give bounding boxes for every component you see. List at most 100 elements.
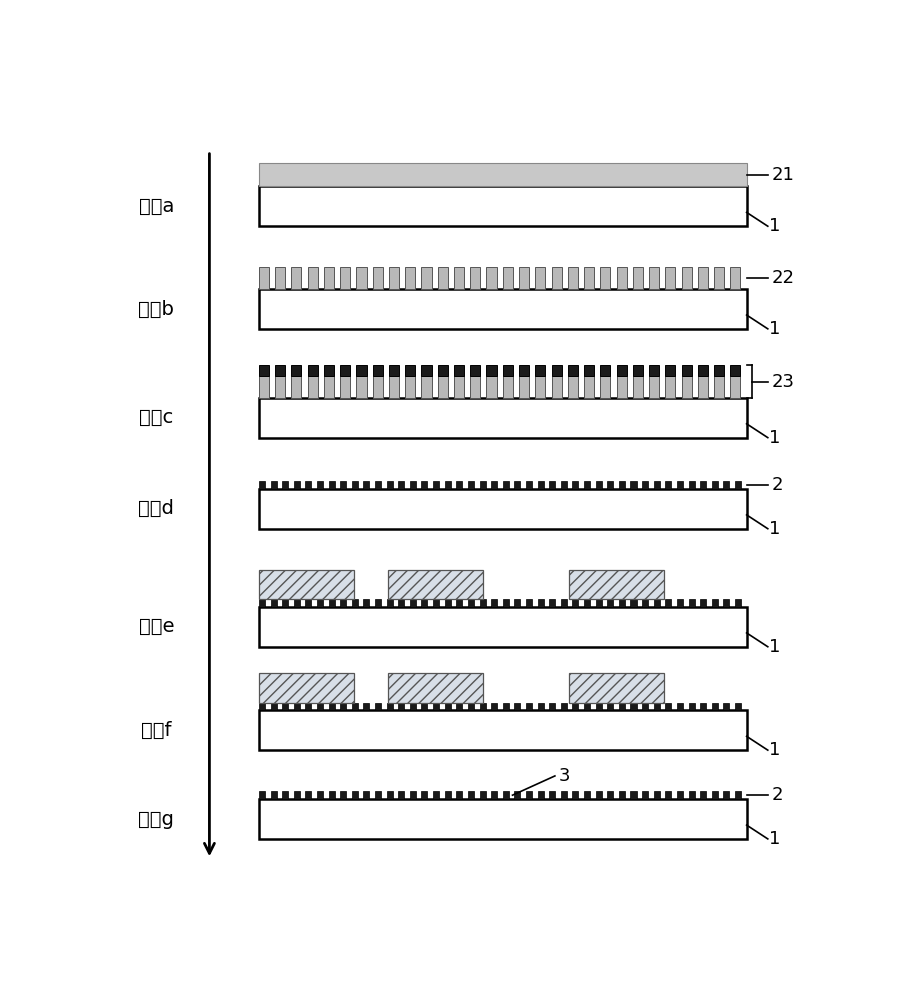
Bar: [388, 365, 399, 376]
Bar: [433, 599, 438, 607]
Bar: [632, 365, 642, 376]
Bar: [491, 481, 496, 489]
Bar: [630, 703, 636, 710]
Bar: [616, 267, 626, 289]
Bar: [445, 703, 450, 710]
Bar: [281, 791, 288, 799]
Bar: [305, 599, 311, 607]
Bar: [713, 376, 723, 398]
Bar: [479, 703, 485, 710]
Bar: [445, 791, 450, 799]
Bar: [340, 703, 346, 710]
Bar: [514, 791, 520, 799]
Text: 步骤g: 步骤g: [138, 810, 174, 829]
Bar: [479, 791, 485, 799]
Bar: [259, 673, 353, 703]
Bar: [653, 791, 659, 799]
Bar: [271, 481, 276, 489]
Bar: [688, 481, 694, 489]
Bar: [502, 481, 508, 489]
Bar: [630, 599, 636, 607]
Bar: [409, 599, 415, 607]
Bar: [665, 376, 675, 398]
Bar: [583, 481, 589, 489]
Bar: [681, 365, 691, 376]
Bar: [259, 599, 264, 607]
Bar: [572, 791, 578, 799]
Bar: [502, 703, 508, 710]
Bar: [697, 365, 707, 376]
Text: 2: 2: [771, 476, 782, 494]
Bar: [641, 599, 648, 607]
Bar: [340, 267, 350, 289]
Bar: [352, 791, 357, 799]
Bar: [421, 703, 427, 710]
Bar: [599, 267, 609, 289]
Bar: [551, 376, 561, 398]
Bar: [388, 267, 399, 289]
Bar: [259, 489, 746, 529]
Bar: [619, 791, 624, 799]
Bar: [470, 365, 480, 376]
Bar: [259, 289, 746, 329]
Bar: [259, 163, 746, 186]
Text: 步骤d: 步骤d: [138, 499, 174, 518]
Bar: [317, 481, 322, 489]
Bar: [352, 599, 357, 607]
Bar: [630, 481, 636, 489]
Bar: [340, 599, 346, 607]
Bar: [386, 703, 393, 710]
Text: 1: 1: [768, 830, 780, 848]
Text: 1: 1: [768, 320, 780, 338]
Bar: [583, 791, 589, 799]
Bar: [323, 376, 333, 398]
Bar: [386, 599, 393, 607]
Bar: [275, 376, 285, 398]
Bar: [518, 376, 528, 398]
Bar: [568, 673, 663, 703]
Bar: [456, 703, 462, 710]
Bar: [491, 599, 496, 607]
Bar: [305, 703, 311, 710]
Bar: [404, 365, 415, 376]
Bar: [373, 365, 383, 376]
Bar: [730, 376, 740, 398]
Bar: [595, 481, 601, 489]
Bar: [386, 791, 393, 799]
Bar: [537, 791, 543, 799]
Bar: [281, 703, 288, 710]
Bar: [641, 481, 648, 489]
Bar: [583, 365, 593, 376]
Bar: [292, 376, 302, 398]
Bar: [619, 599, 624, 607]
Bar: [456, 791, 462, 799]
Bar: [486, 376, 496, 398]
Bar: [292, 365, 302, 376]
Bar: [421, 599, 427, 607]
Bar: [713, 365, 723, 376]
Bar: [632, 267, 642, 289]
Bar: [599, 365, 609, 376]
Bar: [433, 791, 438, 799]
Bar: [259, 710, 746, 750]
Bar: [514, 703, 520, 710]
Bar: [548, 481, 555, 489]
Bar: [454, 267, 464, 289]
Bar: [259, 376, 269, 398]
Bar: [281, 599, 288, 607]
Bar: [548, 791, 555, 799]
Bar: [433, 703, 438, 710]
Bar: [649, 365, 659, 376]
Bar: [421, 791, 427, 799]
Bar: [328, 703, 334, 710]
Bar: [374, 481, 381, 489]
Bar: [437, 267, 447, 289]
Bar: [386, 481, 393, 489]
Bar: [711, 599, 717, 607]
Bar: [307, 376, 317, 398]
Bar: [398, 599, 404, 607]
Bar: [259, 186, 746, 226]
Bar: [292, 267, 302, 289]
Bar: [607, 791, 612, 799]
Bar: [467, 791, 474, 799]
